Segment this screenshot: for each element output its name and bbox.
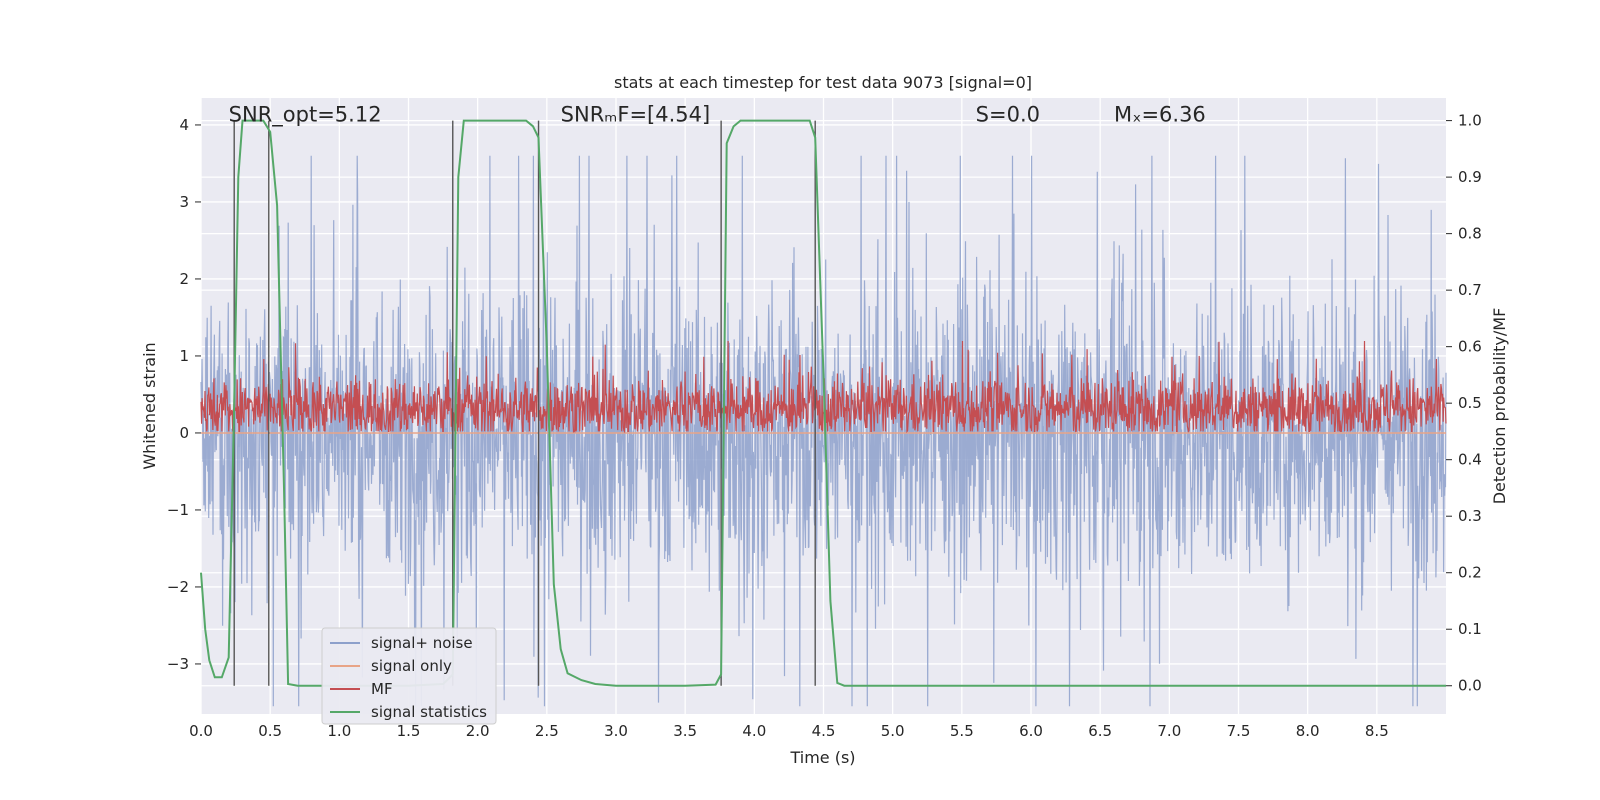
chart-title: stats at each timestep for test data 907… <box>614 73 1032 92</box>
mf-line <box>200 340 1447 434</box>
x-tick-label: 6.5 <box>1088 722 1112 740</box>
x-tick-label: 6.0 <box>1019 722 1043 740</box>
y2-tick-label: 0.4 <box>1458 451 1482 469</box>
annotations: SNR_opt=5.12 SNRₘF=[4.54] S=0.0 Mₓ=6.36 <box>229 102 1206 127</box>
y-tick-label: 2 <box>179 270 189 288</box>
y2-tick-label: 0.5 <box>1458 394 1482 412</box>
y-tick-label: 4 <box>179 116 189 134</box>
x-tick-label: 4.0 <box>742 722 766 740</box>
signal-noise-line <box>200 155 1447 707</box>
x-tick-label: 1.0 <box>327 722 351 740</box>
legend-label: signal only <box>371 657 452 675</box>
y2-tick-label: 0.8 <box>1458 225 1482 243</box>
x-tick-label: 8.0 <box>1296 722 1320 740</box>
annotation-text: Mₓ=6.36 <box>1114 102 1206 126</box>
y2-axis-label: Detection probability/MF <box>1490 308 1509 505</box>
x-tick-label: 5.0 <box>881 722 905 740</box>
y-tick-label: −3 <box>167 655 189 673</box>
x-tick-label: 8.5 <box>1365 722 1389 740</box>
plot-area <box>200 119 1447 707</box>
ticks: 0.0 0.5 1.0 1.5 2.0 2.5 3.0 3.5 4.0 4.5 5.0 5.5 6.0 6… <box>167 112 1482 740</box>
legend-box <box>321 627 497 725</box>
x-tick-label: 1.5 <box>397 722 421 740</box>
x-tick-label: 0.5 <box>258 722 282 740</box>
x-tick-label: 2.5 <box>535 722 559 740</box>
x-axis-label: Time (s) <box>789 748 855 767</box>
y-axis-label: Whitened strain <box>140 342 159 469</box>
y-tick-label: 0 <box>179 424 189 442</box>
annotation-text: S=0.0 <box>976 102 1040 126</box>
y2-tick-label: 0.7 <box>1458 281 1482 299</box>
x-tick-label: 4.5 <box>812 722 836 740</box>
y-tick-label: −1 <box>167 501 189 519</box>
y2-tick-label: 0.2 <box>1458 564 1482 582</box>
x-tick-label: 5.5 <box>950 722 974 740</box>
legend-label: MF <box>371 680 393 698</box>
x-tick-label: 3.5 <box>673 722 697 740</box>
y2-tick-label: 0.6 <box>1458 338 1482 356</box>
annotation-text: SNR_opt=5.12 <box>229 102 382 127</box>
annotation-text: SNRₘF=[4.54] <box>561 102 711 126</box>
y-tick-label: 3 <box>179 193 189 211</box>
signal-statistics-line <box>200 119 1446 687</box>
legend: signal+ noise signal only MF signal statist… <box>321 627 497 725</box>
legend-label: signal+ noise <box>371 634 473 652</box>
x-tick-label: 0.0 <box>189 722 213 740</box>
x-tick-label: 2.0 <box>466 722 490 740</box>
x-tick-label: 7.0 <box>1157 722 1181 740</box>
y2-tick-label: 1.0 <box>1458 112 1482 130</box>
y2-tick-label: 0.0 <box>1458 677 1482 695</box>
legend-label: signal statistics <box>371 703 487 721</box>
y2-tick-label: 0.9 <box>1458 168 1482 186</box>
y-tick-label: −2 <box>167 578 189 596</box>
y2-tick-label: 0.3 <box>1458 507 1482 525</box>
y-tick-label: 1 <box>179 347 189 365</box>
x-tick-label: 7.5 <box>1227 722 1251 740</box>
x-tick-label: 3.0 <box>604 722 628 740</box>
y2-tick-label: 0.1 <box>1458 620 1482 638</box>
